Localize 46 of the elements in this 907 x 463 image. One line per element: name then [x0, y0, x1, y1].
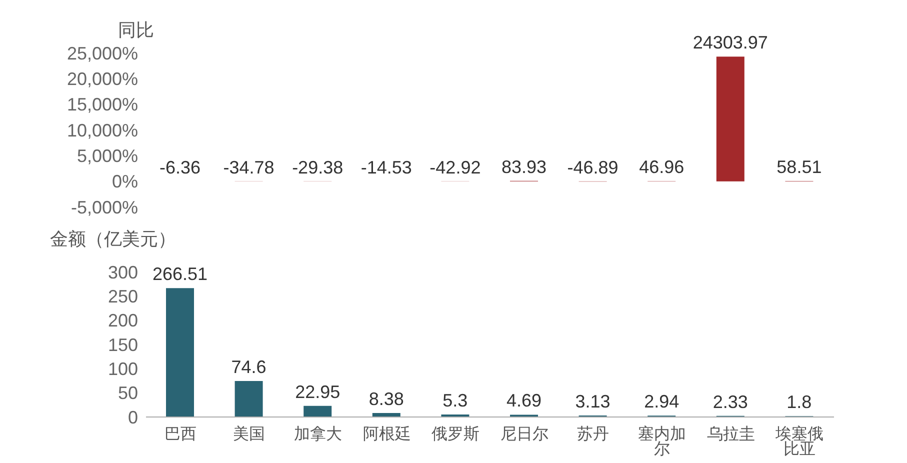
y-tick-label: 250	[108, 286, 138, 307]
y-tick-label: 15,000%	[66, 94, 138, 115]
y-tick-label: 20,000%	[66, 69, 138, 90]
data-label: 22.95	[295, 382, 340, 402]
data-label: 2.94	[644, 392, 680, 412]
y-tick-label: 10,000%	[66, 120, 138, 140]
data-label: 83.93	[501, 156, 547, 177]
data-label: 2.33	[712, 392, 748, 412]
x-tick-label: 巴西	[164, 426, 196, 443]
data-label: -42.92	[430, 157, 481, 178]
x-tick-label: 苏丹	[577, 425, 610, 443]
y-tick-label: 0%	[112, 172, 138, 192]
data-label: 46.96	[639, 157, 684, 178]
y-tick-label: 150	[108, 334, 138, 355]
x-tick-label: 俄罗斯	[432, 425, 480, 443]
y-tick-label: 5,000%	[76, 146, 138, 166]
y-tick-label: 50	[118, 383, 138, 404]
data-label: 3.13	[575, 391, 610, 412]
y-tick-label: 200	[108, 310, 138, 331]
x-tick-label: 埃塞俄比亚	[774, 425, 824, 458]
y-tick-label: 25,000%	[66, 43, 138, 64]
data-label: -34.78	[223, 157, 274, 178]
data-label: 58.51	[776, 157, 822, 178]
data-label: 4.69	[506, 390, 542, 411]
data-label: -14.53	[360, 157, 412, 178]
x-tick-label: 乌拉圭	[706, 425, 755, 443]
y-tick-label: 0	[128, 407, 138, 428]
data-label: 5.3	[442, 390, 468, 410]
data-label: -46.89	[567, 157, 618, 178]
data-label: 266.51	[152, 264, 208, 284]
data-label: -29.38	[292, 157, 344, 178]
y-tick-label: 100	[108, 359, 138, 380]
x-tick-label: 阿根廷	[362, 425, 411, 443]
data-label: 8.38	[368, 388, 404, 409]
y-axis-title: 金额（亿美元）	[50, 229, 176, 249]
x-tick-label: 美国	[233, 425, 266, 443]
y-axis-title: 同比	[118, 20, 154, 40]
y-tick-label: -5,000%	[70, 197, 138, 218]
x-tick-label: 塞内加尔	[638, 425, 686, 458]
data-label: 1.8	[786, 392, 812, 412]
y-tick-label: 300	[108, 262, 138, 282]
x-tick-label: 加拿大	[294, 425, 342, 443]
data-label: -6.36	[159, 157, 201, 178]
data-label: 74.6	[231, 356, 266, 377]
x-tick-label: 尼日尔	[500, 426, 548, 443]
data-label: 24303.97	[692, 32, 768, 53]
